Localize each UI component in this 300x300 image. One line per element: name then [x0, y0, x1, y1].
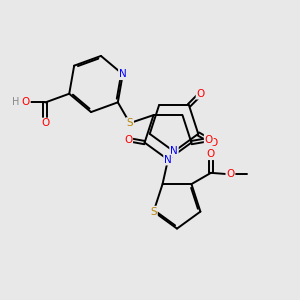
Text: N: N	[119, 69, 127, 79]
Text: O: O	[196, 89, 205, 99]
Text: N: N	[164, 154, 172, 165]
Text: O: O	[41, 118, 50, 128]
Text: O: O	[209, 138, 218, 148]
Text: O: O	[22, 98, 30, 107]
Text: H: H	[13, 97, 20, 107]
Text: S: S	[150, 207, 157, 217]
Text: O: O	[124, 135, 132, 145]
Text: S: S	[127, 118, 133, 128]
Text: O: O	[205, 135, 213, 145]
Text: O: O	[226, 169, 235, 179]
Text: N: N	[170, 146, 178, 157]
Text: O: O	[207, 149, 215, 159]
